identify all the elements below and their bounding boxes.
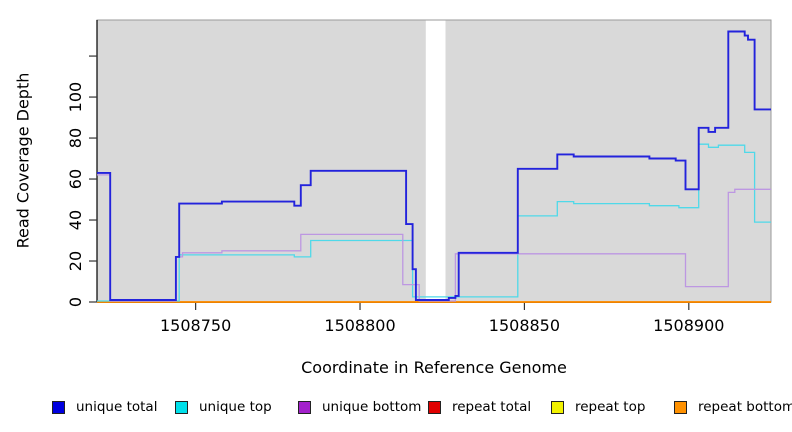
legend-label: repeat top bbox=[575, 399, 646, 415]
x-tick-label: 1508750 bbox=[160, 316, 231, 335]
series-line-unique-total bbox=[97, 30, 771, 301]
legend: unique total unique top unique bottom repea… bbox=[0, 399, 792, 419]
y-tick-label: 0 bbox=[66, 297, 85, 307]
x-tick-label: 1508900 bbox=[653, 316, 724, 335]
legend-label: unique top bbox=[199, 399, 272, 415]
legend-label: repeat bottom bbox=[698, 399, 792, 415]
legend-swatch-icon bbox=[674, 400, 687, 414]
x-tick-label: 1508850 bbox=[489, 316, 560, 335]
legend-item-unique-total: unique total bbox=[52, 399, 157, 415]
legend-label: unique bottom bbox=[322, 399, 422, 415]
legend-item-unique-top: unique top bbox=[175, 399, 272, 415]
coverage-region bbox=[445, 20, 771, 302]
y-tick-label: 20 bbox=[66, 251, 85, 271]
y-tick-label: 40 bbox=[66, 210, 85, 230]
legend-label: unique total bbox=[76, 399, 158, 415]
legend-swatch-icon bbox=[52, 400, 65, 414]
coverage-region bbox=[97, 20, 426, 302]
y-axis-title: Read Coverage Depth bbox=[13, 72, 33, 249]
legend-swatch-icon bbox=[298, 400, 311, 414]
y-tick-label: 100 bbox=[66, 82, 85, 113]
legend-swatch-icon bbox=[551, 400, 564, 414]
series-line-unique-top bbox=[97, 143, 771, 302]
legend-item-unique-bottom: unique bottom bbox=[298, 399, 421, 415]
y-tick-label: 60 bbox=[66, 169, 85, 189]
legend-label: repeat total bbox=[452, 399, 532, 415]
legend-item-repeat-top: repeat top bbox=[551, 399, 645, 415]
x-axis-title: Coordinate in Reference Genome bbox=[301, 358, 567, 377]
x-tick-label: 1508800 bbox=[324, 316, 395, 335]
legend-swatch-icon bbox=[175, 400, 188, 414]
y-tick-label: 80 bbox=[66, 128, 85, 148]
legend-item-repeat-bottom: repeat bottom bbox=[674, 399, 792, 415]
legend-swatch-icon bbox=[428, 400, 441, 414]
legend-item-repeat-total: repeat total bbox=[428, 399, 531, 415]
